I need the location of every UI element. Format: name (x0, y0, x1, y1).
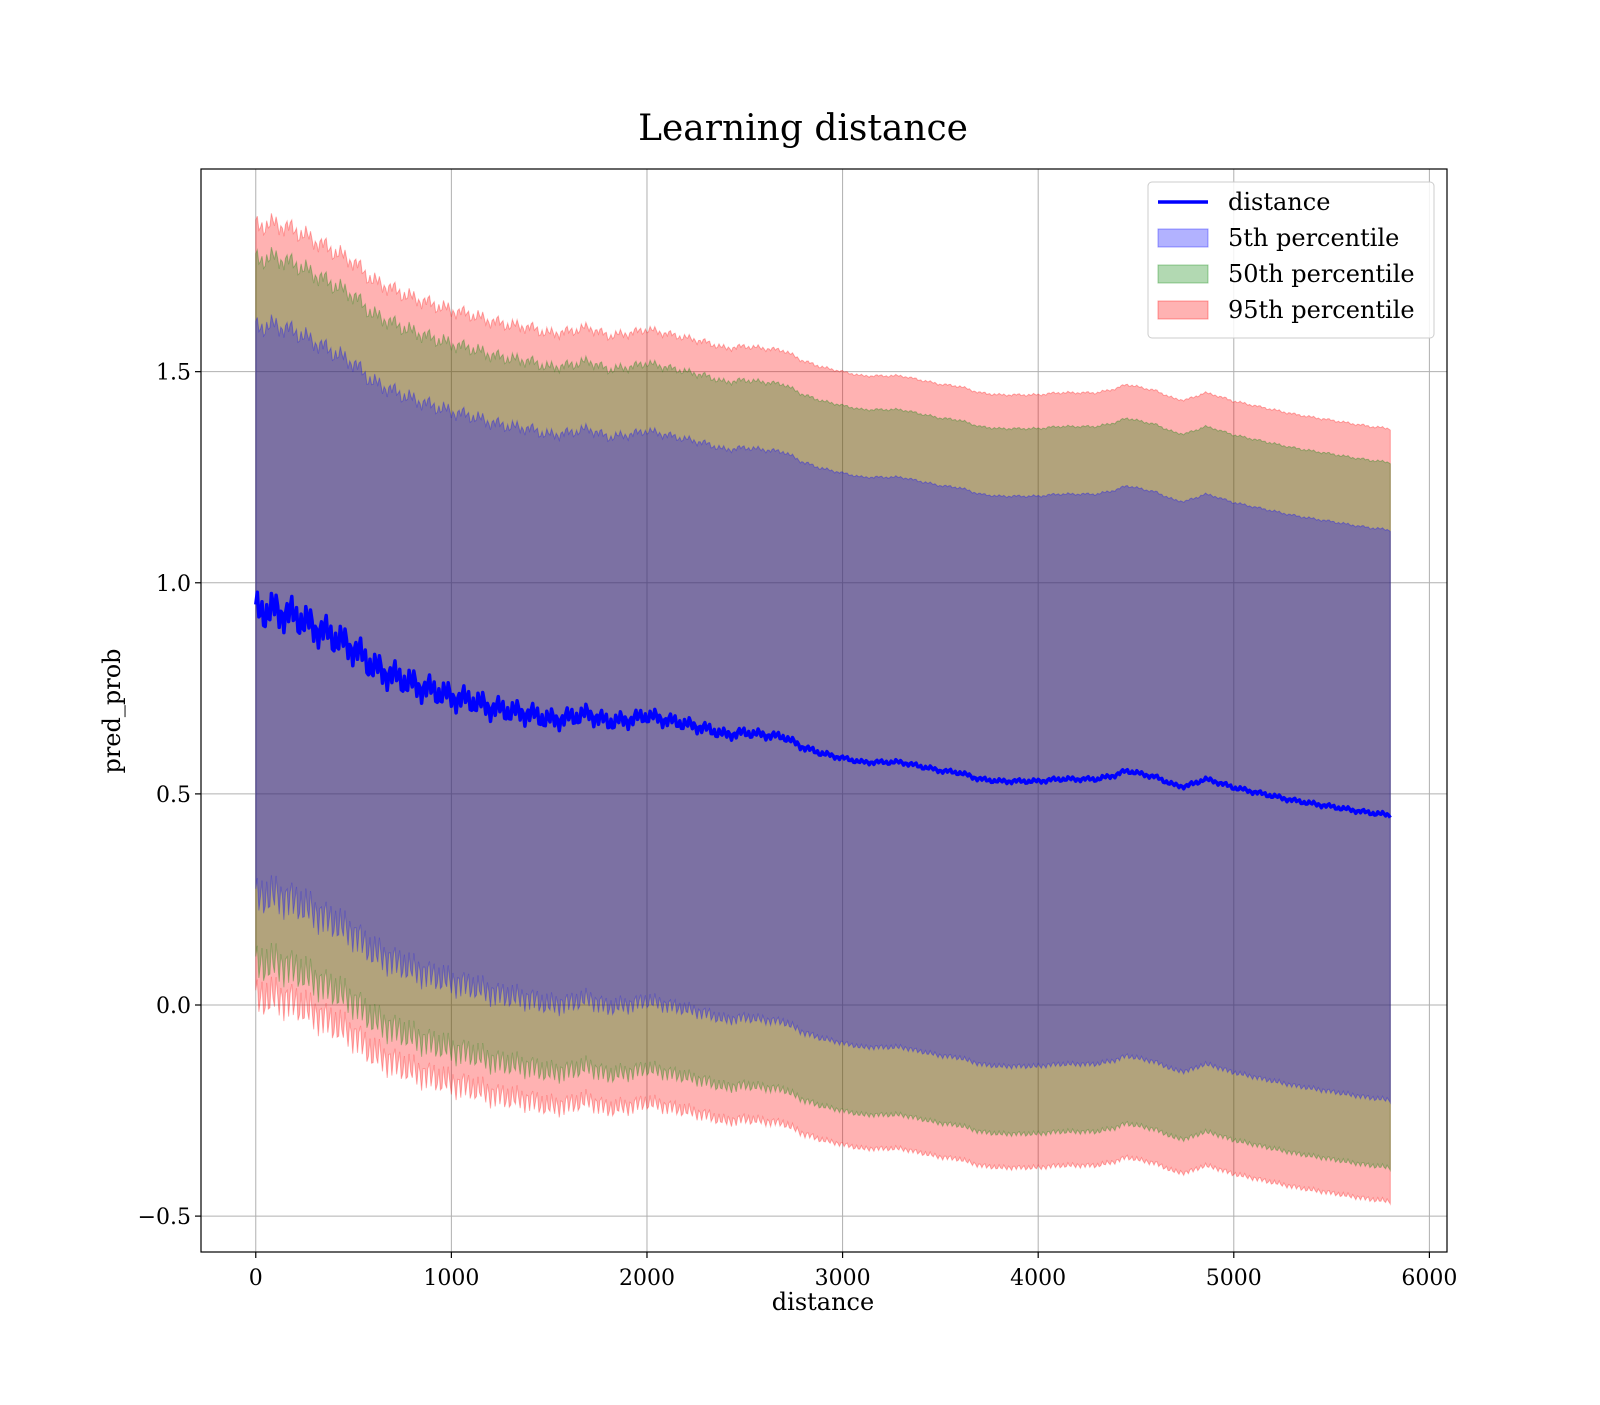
x-tick-label-2: 2000 (619, 1266, 675, 1291)
legend-label-distance: distance (1228, 188, 1330, 216)
band-50th-percentile (255, 246, 1391, 1173)
band-5th-percentile (255, 314, 1391, 1105)
legend-swatch-5th-percentile (1157, 228, 1209, 248)
plot-frame (200, 168, 1448, 1253)
legend-swatch-95th-percentile (1157, 300, 1209, 320)
y-tick-label-3: 1.0 (156, 572, 191, 597)
y-tick-label-4: 1.5 (156, 361, 191, 386)
legend: distance 5th percentile 50th percentile 95t… (1147, 181, 1435, 339)
legend-label-95th-percentile: 95th percentile (1228, 296, 1415, 324)
y-axis-label: pred_prob (98, 648, 126, 773)
series-line-distance (254, 590, 1392, 819)
legend-label-5th-percentile: 5th percentile (1228, 224, 1399, 252)
legend-box (1147, 181, 1435, 339)
legend-swatch-50th-percentile (1157, 264, 1209, 284)
x-tick-label-3: 3000 (815, 1266, 871, 1291)
y-tick-label-2: 0.5 (156, 783, 191, 808)
y-tick-label-0: −0.5 (138, 1205, 191, 1230)
x-tick-label-1: 1000 (423, 1266, 479, 1291)
y-tick-label-1: 0.0 (156, 994, 191, 1019)
x-tick-label-4: 4000 (1010, 1266, 1066, 1291)
plot-area (201, 169, 1447, 1252)
x-tick-label-0: 0 (249, 1266, 263, 1291)
legend-label-50th-percentile: 50th percentile (1228, 260, 1415, 288)
band-95th-percentile (255, 213, 1391, 1206)
chart-title: Learning distance (638, 108, 968, 149)
axis-ticks: 0 1000 2000 3000 4000 5000 6000 −0.5 0.0 0.5 1.0 1.… (138, 361, 1458, 1291)
x-axis-label: distance (772, 1288, 874, 1316)
x-tick-label-6: 6000 (1401, 1266, 1457, 1291)
x-tick-label-5: 5000 (1206, 1266, 1262, 1291)
